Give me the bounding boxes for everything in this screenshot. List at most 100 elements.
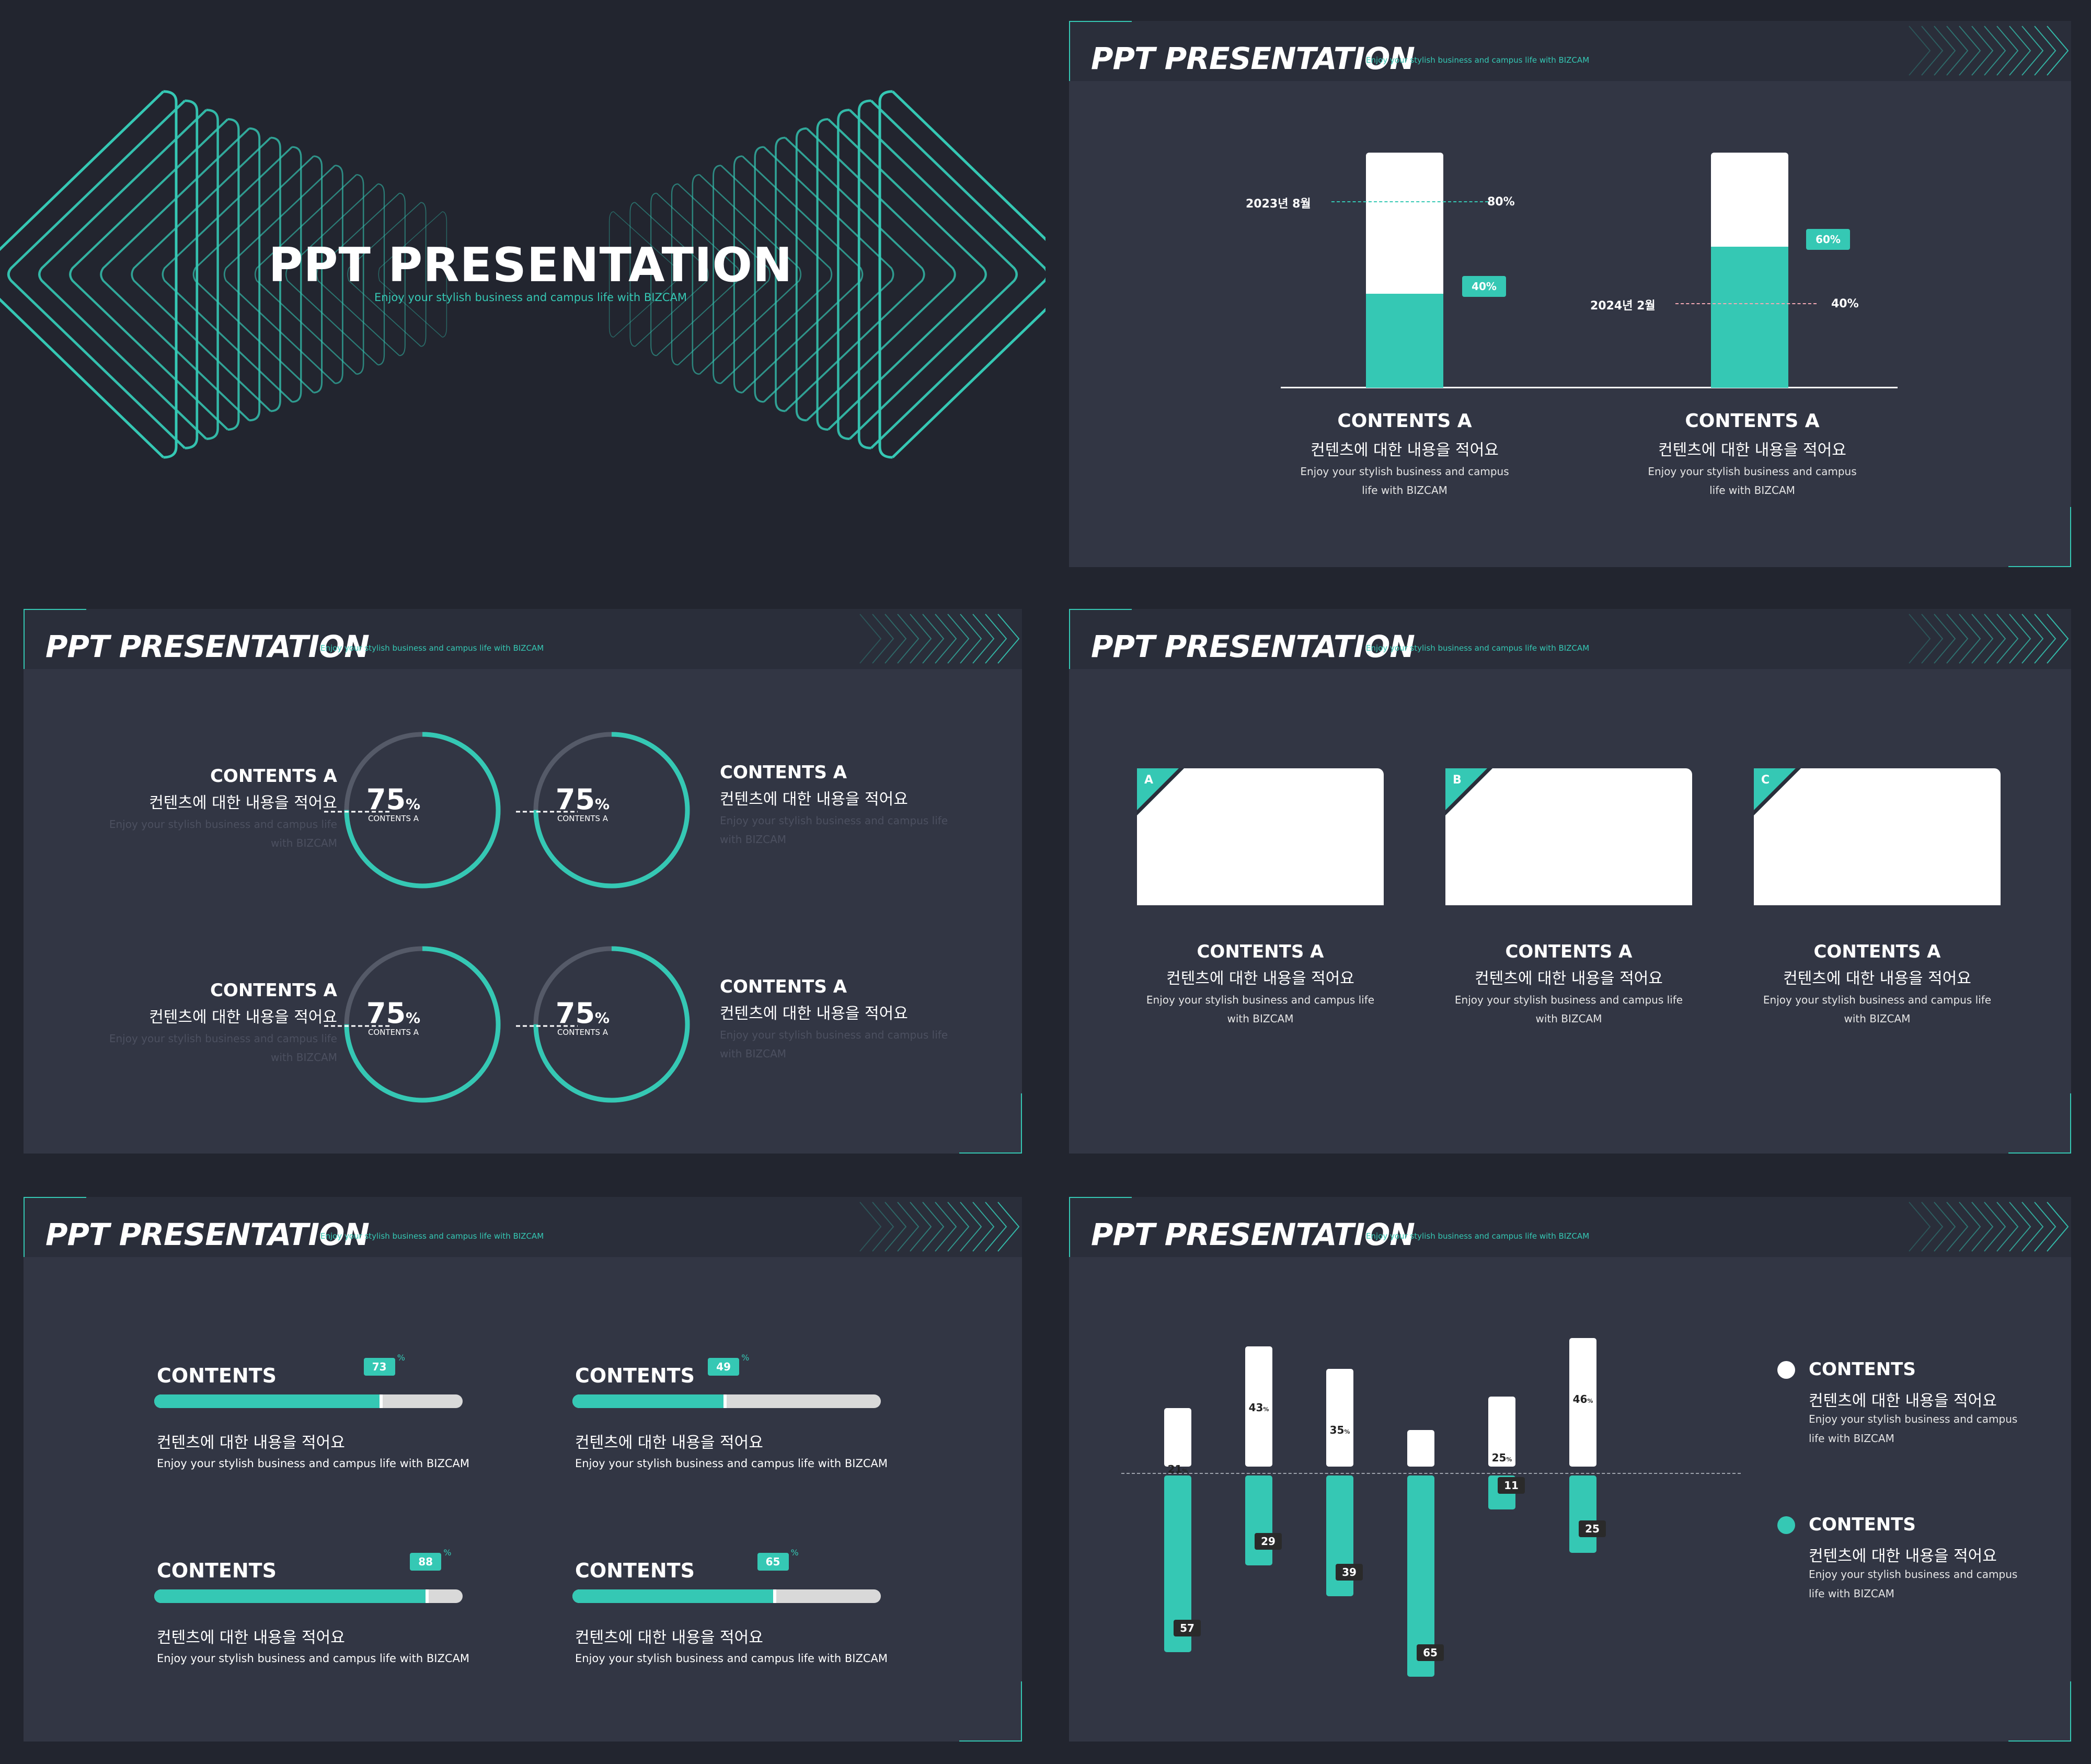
chevron-line xyxy=(1996,26,2019,76)
header-title: PPT PRESENTATION xyxy=(1091,1217,1415,1252)
corner-accent xyxy=(1069,21,1132,81)
progress-track xyxy=(572,1589,881,1603)
content-block: CONTENTS A 컨텐츠에 대한 내용을 적어요 Enjoy your st… xyxy=(1622,410,1883,500)
chevron-decoration xyxy=(859,1202,1020,1252)
content-english: life with BIZCAM xyxy=(1362,484,1447,497)
card-text: CONTENTS A 컨텐츠에 대한 내용을 적어요 Enjoy your st… xyxy=(1430,941,1708,1028)
chevron-line xyxy=(254,174,364,375)
legend-title: CONTENTS xyxy=(1809,1359,1916,1380)
card-text: CONTENTS A 컨텐츠에 대한 내용을 적어요 Enjoy your st… xyxy=(1738,941,2016,1028)
chevron-line xyxy=(608,211,678,338)
chart-baseline xyxy=(1281,387,1898,388)
chevron-line xyxy=(1971,614,1994,664)
upper-bar-unit: % xyxy=(1263,1406,1269,1413)
bar-percent-pill: 60% xyxy=(1806,229,1850,250)
legend-korean: 컨텐츠에 대한 내용을 적어요 xyxy=(1809,1547,1997,1565)
content-title: CONTENTS A xyxy=(210,980,337,1001)
progress-unit: % xyxy=(443,1548,452,1558)
legend-english: Enjoy your stylish business and campus xyxy=(1809,1413,2018,1425)
legend-korean: 컨텐츠에 대한 내용을 적어요 xyxy=(1809,1392,1997,1410)
chevron-line xyxy=(947,1202,970,1252)
chevron-line xyxy=(223,165,343,384)
chevron-line xyxy=(2047,614,2069,664)
chevron-line xyxy=(2009,26,2031,76)
legend-title: CONTENTS xyxy=(1809,1514,1916,1535)
chevron-line xyxy=(1971,1202,1994,1252)
chevron-line xyxy=(960,614,982,664)
dashed-guide xyxy=(1331,201,1488,202)
ring-value: 75 xyxy=(555,783,595,816)
chevron-line xyxy=(1946,26,1969,76)
upper-bar-value: 35 xyxy=(1329,1423,1345,1436)
content-korean: 컨텐츠에 대한 내용을 적어요 xyxy=(149,794,337,812)
content-english: Enjoy your stylish business and campus xyxy=(1648,465,1857,478)
ring-text-block: CONTENTS A 컨텐츠에 대한 내용을 적어요 Enjoy your st… xyxy=(71,980,337,1067)
progress-english: Enjoy your stylish business and campus l… xyxy=(157,1457,469,1470)
content-english: with BIZCAM xyxy=(720,833,787,846)
date-percent: 80% xyxy=(1487,195,1515,209)
chevron-line xyxy=(985,1202,1007,1252)
progress-english: Enjoy your stylish business and campus l… xyxy=(157,1652,469,1665)
content-block: CONTENTS A 컨텐츠에 대한 내용을 적어요 Enjoy your st… xyxy=(1274,410,1535,500)
date-label: 2023년 8월 xyxy=(1246,198,1311,211)
chevron-line xyxy=(1984,26,2006,76)
chevron-line xyxy=(857,99,1046,449)
progress-value-tag: 73 xyxy=(363,1358,395,1376)
card-text: CONTENTS A 컨텐츠에 대한 내용을 적어요 Enjoy your st… xyxy=(1121,941,1399,1028)
chevron-line xyxy=(897,614,920,664)
content-title: CONTENTS A xyxy=(1685,410,1820,432)
cover-slide[interactable]: PPT PRESENTATION Enjoy your stylish busi… xyxy=(0,0,1046,567)
slide-4[interactable]: PPT PRESENTATION Enjoy your stylish busi… xyxy=(1069,609,2071,1154)
content-title: CONTENTS A xyxy=(1197,941,1324,962)
date-percent: 40% xyxy=(1831,297,1859,310)
corner-accent xyxy=(2008,507,2071,567)
chevron-line xyxy=(1984,1202,2006,1252)
chevron-line xyxy=(997,1202,1020,1252)
corner-accent xyxy=(2008,1681,2071,1742)
chevron-line xyxy=(795,127,956,422)
content-korean: 컨텐츠에 대한 내용을 적어요 xyxy=(1166,970,1354,988)
ring-label: 75% CONTENTS A xyxy=(532,997,634,1037)
chevron-decoration xyxy=(1909,614,2069,664)
chevron-line xyxy=(285,183,385,366)
header-subtitle: Enjoy your stylish business and campus l… xyxy=(1366,643,1590,653)
content-korean: 컨텐츠에 대한 내용을 적어요 xyxy=(720,1005,908,1023)
legend-dot xyxy=(1777,1516,1795,1534)
chevron-line xyxy=(1934,1202,1956,1252)
progress-value-tag: 65 xyxy=(757,1553,789,1571)
slide-5[interactable]: PPT PRESENTATION Enjoy your stylish busi… xyxy=(24,1197,1022,1742)
content-korean: 컨텐츠에 대한 내용을 적어요 xyxy=(149,1008,337,1027)
ring-value: 75 xyxy=(366,783,406,816)
ring-text-block: CONTENTS A 컨텐츠에 대한 내용을 적어요 Enjoy your st… xyxy=(71,766,337,852)
progress-unit: % xyxy=(397,1353,405,1363)
upper-bar-unit: % xyxy=(1587,1398,1593,1404)
chevron-line xyxy=(162,146,302,403)
chevron-line xyxy=(131,136,281,412)
chevron-line xyxy=(884,614,907,664)
chevron-line xyxy=(713,165,833,384)
ring-progress xyxy=(533,946,690,1103)
slide-2[interactable]: PPT PRESENTATION Enjoy your stylish busi… xyxy=(1069,21,2071,567)
card-a[interactable]: A xyxy=(1137,768,1384,905)
chevron-line xyxy=(884,1202,907,1252)
upper-bar xyxy=(1569,1338,1596,1467)
card-b[interactable]: B xyxy=(1445,768,1692,905)
ring-label: 75% CONTENTS A xyxy=(342,997,444,1037)
ring-progress xyxy=(533,732,690,889)
chevron-line xyxy=(2021,26,2044,76)
ring-unit: % xyxy=(595,1009,610,1027)
card-c[interactable]: C xyxy=(1754,768,2001,905)
content-english: with BIZCAM xyxy=(1844,1012,1911,1025)
progress-track xyxy=(154,1394,463,1408)
header-subtitle: Enjoy your stylish business and campus l… xyxy=(320,1231,544,1241)
upper-bar-unit: % xyxy=(1182,1467,1188,1474)
upper-bar xyxy=(1164,1408,1191,1467)
content-english: Enjoy your stylish business and campus l… xyxy=(109,818,337,831)
slide-6[interactable]: PPT PRESENTATION Enjoy your stylish busi… xyxy=(1069,1197,2071,1742)
chevron-line xyxy=(972,614,995,664)
card-tag-letter: B xyxy=(1453,774,1462,787)
progress-value-tag: 49 xyxy=(708,1358,740,1376)
chevron-line xyxy=(1934,26,1956,76)
slide-3[interactable]: PPT PRESENTATION Enjoy your stylish busi… xyxy=(24,609,1022,1154)
header-subtitle: Enjoy your stylish business and campus l… xyxy=(1366,1231,1590,1241)
